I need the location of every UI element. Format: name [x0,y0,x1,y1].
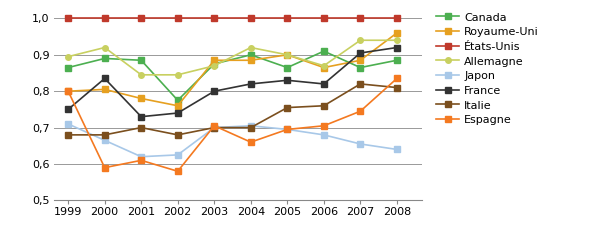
États-Unis [65,17,72,20]
Canada [284,66,291,69]
Allemagne [101,46,108,49]
France [320,82,327,85]
Line: Italie: Italie [65,81,400,138]
Espagne [284,128,291,131]
Espagne [320,124,327,127]
Espagne [65,90,72,93]
Allemagne [357,39,364,42]
France [174,112,181,114]
Japon [320,134,327,136]
Italie [137,126,145,129]
France [65,108,72,111]
Espagne [393,77,400,80]
Italie [393,86,400,89]
Italie [320,104,327,107]
Italie [101,134,108,136]
Line: Royaume-Uni: Royaume-Uni [65,30,400,109]
France [357,51,364,54]
Allemagne [211,64,218,67]
Royaume-Uni [284,53,291,56]
Canada [247,53,254,56]
Royaume-Uni [357,59,364,62]
Royaume-Uni [65,90,72,93]
États-Unis [174,17,181,20]
Line: Canada: Canada [65,48,400,103]
Royaume-Uni [211,59,218,62]
Espagne [211,124,218,127]
Italie [174,134,181,136]
Line: Espagne: Espagne [65,76,400,174]
Italie [211,126,218,129]
France [284,79,291,82]
Allemagne [320,64,327,67]
Italie [357,82,364,85]
Allemagne [65,55,72,58]
Canada [101,57,108,60]
Allemagne [137,73,145,76]
Canada [174,99,181,102]
Italie [284,106,291,109]
Italie [247,126,254,129]
Japon [137,155,145,158]
Canada [357,66,364,69]
Line: Allemagne: Allemagne [65,38,400,78]
Royaume-Uni [137,97,145,100]
Japon [211,126,218,129]
Japon [174,154,181,156]
France [247,82,254,85]
Line: France: France [65,45,400,120]
États-Unis [284,17,291,20]
États-Unis [393,17,400,20]
France [393,46,400,49]
Allemagne [247,46,254,49]
Espagne [357,110,364,113]
Italie [65,134,72,136]
États-Unis [357,17,364,20]
Espagne [174,170,181,173]
Japon [357,143,364,145]
États-Unis [320,17,327,20]
Japon [393,148,400,151]
Royaume-Uni [174,104,181,107]
États-Unis [211,17,218,20]
États-Unis [247,17,254,20]
Royaume-Uni [320,66,327,69]
Royaume-Uni [101,88,108,91]
Line: Japon: Japon [65,121,400,159]
Canada [320,50,327,53]
États-Unis [101,17,108,20]
Japon [101,139,108,142]
Canada [393,59,400,62]
Canada [211,62,218,65]
Canada [65,66,72,69]
France [101,77,108,80]
France [137,115,145,118]
Legend: Canada, Royaume-Uni, États-Unis, Allemagne, Japon, France, Italie, Espagne: Canada, Royaume-Uni, États-Unis, Allemag… [436,11,540,126]
Allemagne [393,39,400,42]
Espagne [137,159,145,162]
Allemagne [284,53,291,56]
Line: États-Unis: États-Unis [65,16,400,21]
France [211,90,218,93]
Canada [137,59,145,62]
Royaume-Uni [247,59,254,62]
États-Unis [137,17,145,20]
Japon [65,123,72,125]
Royaume-Uni [393,32,400,34]
Japon [284,128,291,131]
Japon [247,124,254,127]
Espagne [247,141,254,144]
Allemagne [174,73,181,76]
Espagne [101,166,108,169]
